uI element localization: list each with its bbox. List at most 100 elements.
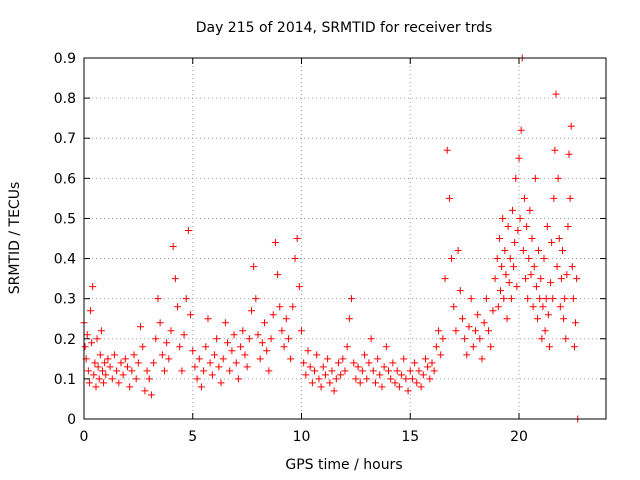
data-point (408, 375, 416, 383)
data-point (520, 194, 528, 202)
data-point (237, 343, 245, 351)
data-point (458, 315, 466, 323)
data-point (163, 339, 171, 347)
data-point (437, 351, 445, 359)
data-point (463, 351, 471, 359)
data-point (274, 271, 282, 279)
x-tick-label: 5 (188, 429, 197, 445)
data-point (545, 343, 553, 351)
data-point (565, 150, 573, 158)
data-point (553, 263, 561, 271)
data-point (424, 363, 432, 371)
data-point (411, 359, 419, 367)
data-point (117, 359, 125, 367)
data-point (302, 371, 310, 379)
data-point (94, 363, 102, 371)
data-point (472, 327, 479, 335)
data-point (529, 303, 537, 311)
data-point (495, 235, 503, 242)
data-point (369, 367, 377, 375)
data-point (556, 303, 564, 311)
data-point (211, 351, 218, 359)
data-point (506, 255, 514, 263)
data-point (278, 327, 286, 335)
data-point (250, 263, 258, 271)
data-point (284, 335, 292, 343)
data-point (241, 351, 249, 359)
data-point (252, 295, 260, 303)
data-point (539, 303, 547, 311)
data-point (478, 355, 486, 363)
data-point (540, 255, 548, 263)
data-point (448, 255, 456, 263)
data-point (361, 351, 369, 359)
data-point (139, 343, 147, 351)
data-point (441, 275, 449, 283)
data-point (113, 367, 121, 375)
data-point (525, 255, 533, 263)
data-point (280, 343, 288, 351)
data-point (182, 295, 190, 303)
data-point (263, 347, 271, 355)
data-point (554, 174, 562, 182)
data-point (560, 315, 568, 323)
data-point (208, 371, 216, 379)
data-point (559, 247, 566, 255)
data-point (564, 222, 572, 230)
data-point (282, 315, 290, 323)
data-point (265, 367, 273, 375)
data-point (132, 375, 140, 383)
data-point (167, 327, 175, 335)
data-point (482, 295, 490, 303)
data-point (141, 387, 149, 395)
data-point (97, 327, 105, 335)
data-point (189, 347, 197, 355)
data-point (311, 367, 319, 375)
x-tick-label: 15 (401, 429, 419, 445)
data-point (287, 355, 295, 363)
x-tick-label: 20 (510, 429, 528, 445)
data-point (126, 383, 134, 391)
data-point (326, 379, 334, 387)
data-point (206, 359, 214, 367)
data-point (493, 255, 501, 263)
data-point (313, 351, 321, 359)
data-point (87, 307, 95, 315)
data-point (108, 375, 116, 383)
x-axis-label: GPS time / hours (285, 457, 402, 473)
data-point (261, 319, 269, 327)
data-point (367, 335, 375, 343)
data-point (402, 375, 410, 383)
data-point (502, 271, 510, 279)
data-point (452, 327, 460, 335)
data-point (92, 383, 100, 391)
data-point (300, 359, 308, 367)
data-point (544, 311, 552, 319)
chart-title: Day 215 of 2014, SRMTID for receiver trd… (196, 20, 493, 36)
data-point (400, 355, 408, 363)
data-point (498, 263, 506, 271)
data-point (197, 383, 205, 391)
data-point (528, 235, 536, 242)
data-point (298, 327, 305, 335)
data-point (562, 335, 570, 343)
data-point (535, 247, 543, 255)
data-point (508, 206, 516, 214)
x-tick-label: 10 (293, 429, 311, 445)
data-point (295, 283, 303, 291)
data-point (417, 383, 425, 391)
data-point (147, 391, 155, 399)
data-point (527, 271, 535, 279)
data-point (95, 375, 103, 383)
data-point (374, 355, 382, 363)
data-point (291, 255, 299, 263)
data-point (84, 367, 92, 375)
data-point (178, 367, 186, 375)
y-tick-label: 0.7 (54, 131, 76, 147)
data-point (371, 379, 379, 387)
data-point (476, 335, 484, 343)
data-point (337, 371, 345, 379)
data-point (200, 367, 208, 375)
data-point (504, 222, 512, 230)
data-point (573, 275, 581, 283)
